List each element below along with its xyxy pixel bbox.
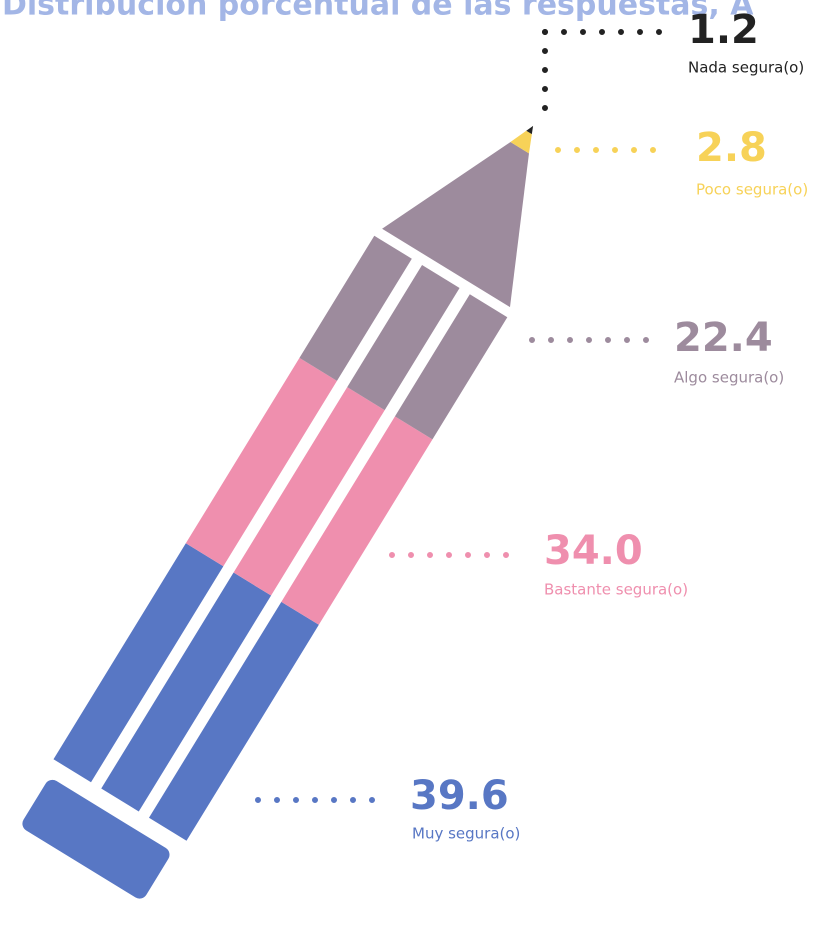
pencil-segment [510,130,532,154]
pencil-segment [347,264,460,411]
pencil-segment [53,543,224,783]
category-label: Algo segura(o) [674,369,784,387]
pencil-segment [148,601,319,841]
pencil-cone [382,142,529,308]
value-label: 34.0 [544,528,643,574]
value-label: 2.8 [696,125,767,171]
pencil-segment [299,235,412,381]
category-label: Bastante segura(o) [544,581,688,599]
pencil-segment [281,416,433,625]
value-label: 1.2 [688,7,759,53]
pencil-segment [394,294,508,440]
pencil-segment [233,387,385,596]
pencil-segment [101,572,272,812]
labels: 1.2 Nada segura(o) 2.8 Poco segura(o) 22.4 Al… [255,7,808,843]
category-label: Nada segura(o) [688,59,804,77]
pencil-segment [185,357,337,567]
eraser [22,779,170,899]
category-label: Muy segura(o) [412,825,520,843]
category-label: Poco segura(o) [696,181,808,199]
value-label: 22.4 [674,315,773,361]
value-label: 39.6 [410,773,509,819]
pencil-segment [526,125,534,135]
pencil [22,125,534,899]
chart-title: Distribución porcentual de las respuesta… [2,0,754,23]
